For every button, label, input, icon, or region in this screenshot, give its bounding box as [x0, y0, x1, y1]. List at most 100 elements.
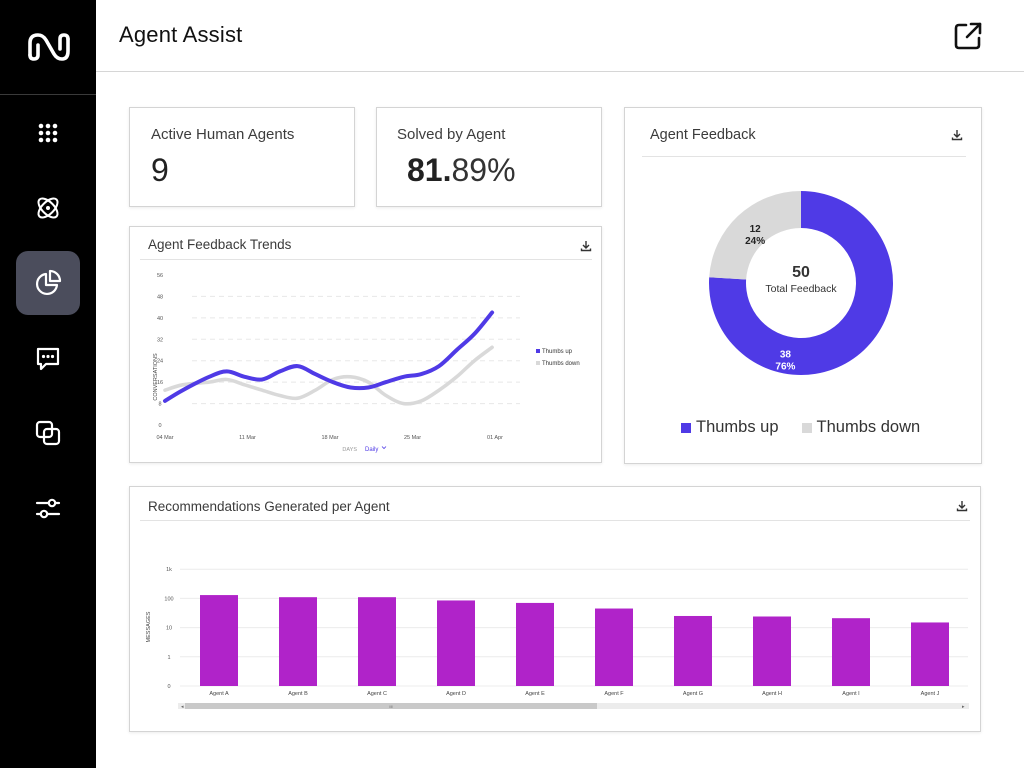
legend-swatch	[536, 361, 540, 365]
overlap-squares-icon	[35, 420, 61, 446]
bar-agent-h[interactable]	[753, 616, 791, 686]
bar-agent-j[interactable]	[911, 622, 949, 686]
kpi-card-solved-by-agent: Solved by Agent 81.89%	[376, 107, 602, 207]
sidebar-item-settings[interactable]	[16, 476, 80, 540]
download-icon[interactable]	[951, 129, 963, 141]
sidebar-item-integrations[interactable]	[16, 401, 80, 465]
donut-center-value: 50	[792, 264, 810, 281]
scroll-right-arrow[interactable]: ▸	[962, 704, 965, 710]
y-tick-label: 1	[167, 655, 170, 661]
atom-icon	[37, 197, 59, 219]
scrollbar-grip[interactable]: III	[389, 704, 392, 709]
legend-label[interactable]: Thumbs down	[542, 361, 580, 367]
kpi-label: Solved by Agent	[397, 126, 506, 143]
x-tick-label: Agent F	[604, 691, 624, 697]
card-divider	[140, 520, 970, 521]
legend-swatch	[536, 349, 540, 353]
legend-label[interactable]: Thumbs up	[542, 349, 573, 355]
x-tick-label: Agent J	[921, 691, 940, 697]
x-tick-label: Agent G	[683, 691, 703, 697]
horizontal-scrollbar[interactable]: ◂ ▸ III	[178, 703, 969, 710]
y-tick-label: 100	[164, 596, 173, 602]
bar-agent-f[interactable]	[595, 608, 633, 686]
legend-label-thumbs-up[interactable]: Thumbs up	[696, 418, 779, 436]
sidebar-item-apps[interactable]	[16, 101, 80, 165]
logo[interactable]	[0, 0, 96, 95]
x-tick-label: 01 Apr	[487, 435, 503, 441]
y-tick-label: 40	[157, 316, 163, 322]
kpi-value-fraction: 89%	[451, 152, 516, 188]
card-title: Agent Feedback	[650, 127, 756, 143]
card-title: Recommendations Generated per Agent	[148, 499, 390, 514]
feedback-card: Agent Feedback 38 76% 12 24% 50 Total Feedb…	[624, 107, 982, 464]
series-line-thumbs-up[interactable]	[163, 310, 495, 403]
x-tick-label: Agent I	[842, 691, 860, 697]
x-tick-label: Agent C	[367, 691, 387, 697]
card-divider	[642, 156, 966, 157]
legend-swatch-thumbs-down	[801, 422, 812, 433]
sidebar-item-analytics[interactable]	[16, 251, 80, 315]
bar-agent-d[interactable]	[437, 600, 475, 686]
external-link-icon	[954, 22, 982, 50]
slice-percent-label: 76%	[775, 361, 795, 372]
donut-slice-thumbs-up[interactable]	[709, 191, 893, 375]
scroll-left-arrow[interactable]: ◂	[181, 704, 184, 710]
kpi-value: 9	[151, 152, 169, 188]
download-icon[interactable]	[956, 500, 968, 512]
legend-swatch-thumbs-up	[681, 422, 691, 433]
x-tick-label: Agent H	[762, 691, 782, 697]
y-tick-label: 24	[157, 359, 163, 365]
top-header: Agent Assist	[96, 0, 1024, 72]
kpi-value-integer: 81.	[407, 152, 452, 188]
series-line-thumbs-down[interactable]	[163, 345, 494, 406]
sidebar	[0, 0, 96, 768]
donut-slice-thumbs-down[interactable]	[709, 191, 801, 280]
bar-agent-a[interactable]	[200, 595, 238, 686]
chat-bubble-icon	[36, 347, 60, 371]
open-external-button[interactable]	[952, 20, 984, 52]
y-axis-label: CONVERSATIONS	[153, 353, 159, 401]
card-title: Agent Feedback Trends	[148, 237, 292, 252]
y-tick-label: 32	[157, 337, 163, 343]
brand-logo-icon	[28, 33, 70, 61]
kpi-label: Active Human Agents	[151, 126, 295, 143]
bar-agent-g[interactable]	[674, 615, 712, 686]
page-title: Agent Assist	[119, 22, 243, 47]
bar-agent-b[interactable]	[279, 597, 317, 686]
y-tick-label: 56	[157, 273, 163, 279]
x-tick-label: Agent E	[525, 691, 545, 697]
y-tick-label: 0	[167, 684, 170, 690]
legend-label-thumbs-down[interactable]: Thumbs down	[816, 418, 921, 436]
feedback-legend: Thumbs up Thumbs down	[681, 418, 920, 437]
y-tick-label: 16	[157, 380, 163, 386]
download-icon[interactable]	[580, 240, 592, 252]
card-divider	[140, 259, 592, 260]
grid-dots-icon	[38, 123, 58, 143]
x-tick-label: Agent D	[446, 691, 466, 697]
chevron-down-icon[interactable]	[381, 446, 387, 450]
sliders-icon	[35, 498, 61, 519]
kpi-card-active-agents: Active Human Agents 9	[129, 107, 355, 207]
recommendations-card: Recommendations Generated per Agent MESS…	[129, 486, 981, 732]
y-tick-label: 48	[157, 294, 163, 300]
y-tick-label: 8	[158, 402, 161, 408]
slice-value-label: 12	[750, 224, 762, 235]
x-tick-label: 04 Mar	[156, 435, 173, 441]
trends-line-chart: CONVERSATIONS DAYS Daily 0 8 16 24 32 40 48 56 0…	[153, 273, 580, 453]
trends-card: Agent Feedback Trends CONVERSATIONS DAYS…	[129, 226, 602, 463]
pie-chart-icon	[35, 269, 62, 296]
x-tick-label: Agent B	[288, 691, 308, 697]
slice-value-label: 38	[780, 349, 792, 360]
bar-agent-i[interactable]	[832, 618, 870, 686]
sidebar-item-ai[interactable]	[16, 176, 80, 240]
scrollbar-thumb[interactable]	[185, 703, 597, 709]
sidebar-item-conversations[interactable]	[16, 326, 80, 390]
recommendations-bar-chart: MESSAGES 0 1 10 100 1k Agent A Agent B Agent C…	[146, 567, 969, 710]
x-axis-label: DAYS	[342, 447, 357, 453]
y-axis-label: MESSAGES	[146, 611, 152, 642]
interval-select[interactable]: Daily	[365, 447, 378, 453]
bar-agent-c[interactable]	[358, 597, 396, 686]
bar-agent-e[interactable]	[516, 602, 554, 686]
x-tick-label: Agent A	[209, 691, 229, 697]
